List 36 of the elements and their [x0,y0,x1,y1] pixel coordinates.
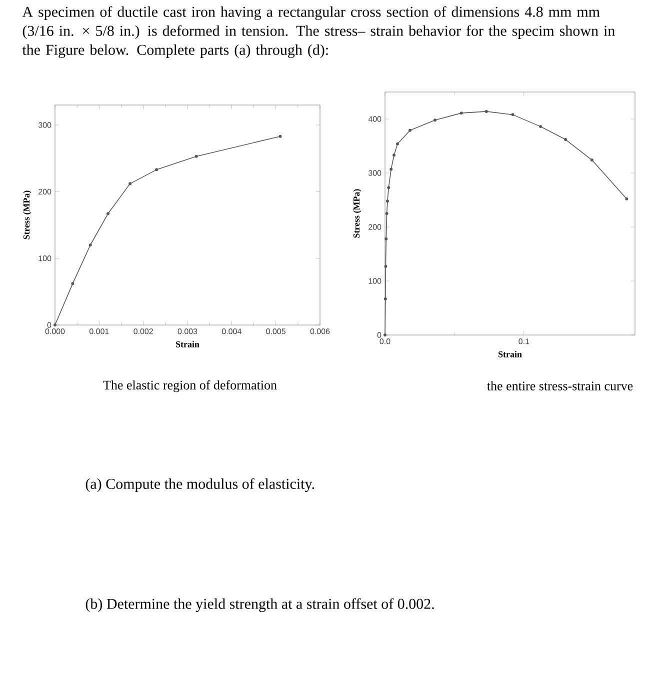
point [384,264,388,268]
point [54,324,56,326]
point [155,168,158,172]
point [387,186,390,190]
x-axis-title: Strain [498,351,522,358]
text: the entire stress-strain curve [487,381,633,390]
text: (b) Determine the yield strength at a strain offset of 0.002. [86,598,434,612]
point [484,110,488,113]
point [511,113,514,116]
point [106,212,110,216]
point [385,212,388,215]
point [625,197,628,200]
x-axis-title: Strain [176,341,200,348]
y-axis-title: Stress (MPa) [23,190,32,240]
point [539,125,542,128]
text: (a) Compute the modulus of elasticity. [86,478,314,492]
y-axis-title: Stress (MPa) [353,189,362,238]
point [194,154,198,158]
point [384,297,387,300]
text: A specimen of ductile cast iron having a rectangular cross section of dimensions 4.8 mm mm (3/16 in. × 5/8 in.) is deformed in tension. The stress– strain behavior for the specim shown in the Figure below. Complete parts (a) through (d): [22,6,615,58]
point [434,118,436,122]
point [390,168,393,171]
point [460,112,463,115]
point [408,128,412,132]
point [396,142,399,146]
point [128,182,132,186]
point [384,237,388,240]
point [278,134,282,138]
point [564,138,568,142]
point [88,244,92,246]
text: The elastic region of deformation [103,380,277,392]
point [392,154,396,157]
point [71,282,74,286]
point [384,334,386,336]
point [590,158,594,162]
point [386,200,389,203]
